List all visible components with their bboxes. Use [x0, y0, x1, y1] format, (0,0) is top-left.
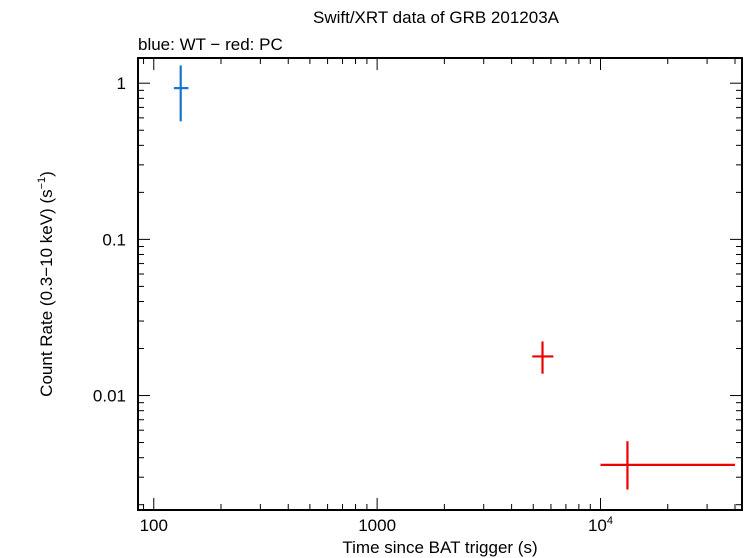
x-axis-label: Time since BAT trigger (s) [342, 538, 537, 557]
y-tick-label: 0.01 [93, 387, 126, 406]
data-point-pc [600, 441, 735, 490]
y-tick-label: 1 [117, 74, 126, 93]
data-point-pc [532, 341, 554, 374]
chart-subtitle: blue: WT − red: PC [138, 35, 283, 54]
x-tick-labels: 100 1000 104 [140, 515, 613, 535]
x-tick-label: 100 [140, 516, 168, 535]
chart-title: Swift/XRT data of GRB 201203A [313, 8, 560, 27]
x-tick-label: 1000 [358, 516, 396, 535]
data-point-wt [173, 65, 189, 122]
plot-frame [137, 57, 743, 511]
axis-ticks [138, 58, 742, 510]
y-axis-label-text: Count Rate (0.3−10 keV) (s [37, 189, 56, 396]
y-tick-label: 0.1 [102, 230, 126, 249]
y-tick-labels: 1 0.1 0.01 [93, 74, 126, 405]
x-tick-label: 104 [588, 515, 613, 535]
data-points [173, 65, 735, 490]
y-axis-label-close: ) [37, 171, 56, 177]
y-axis-label: Count Rate (0.3−10 keV) (s−1) [36, 171, 56, 397]
y-axis-label-exponent: −1 [36, 177, 48, 190]
